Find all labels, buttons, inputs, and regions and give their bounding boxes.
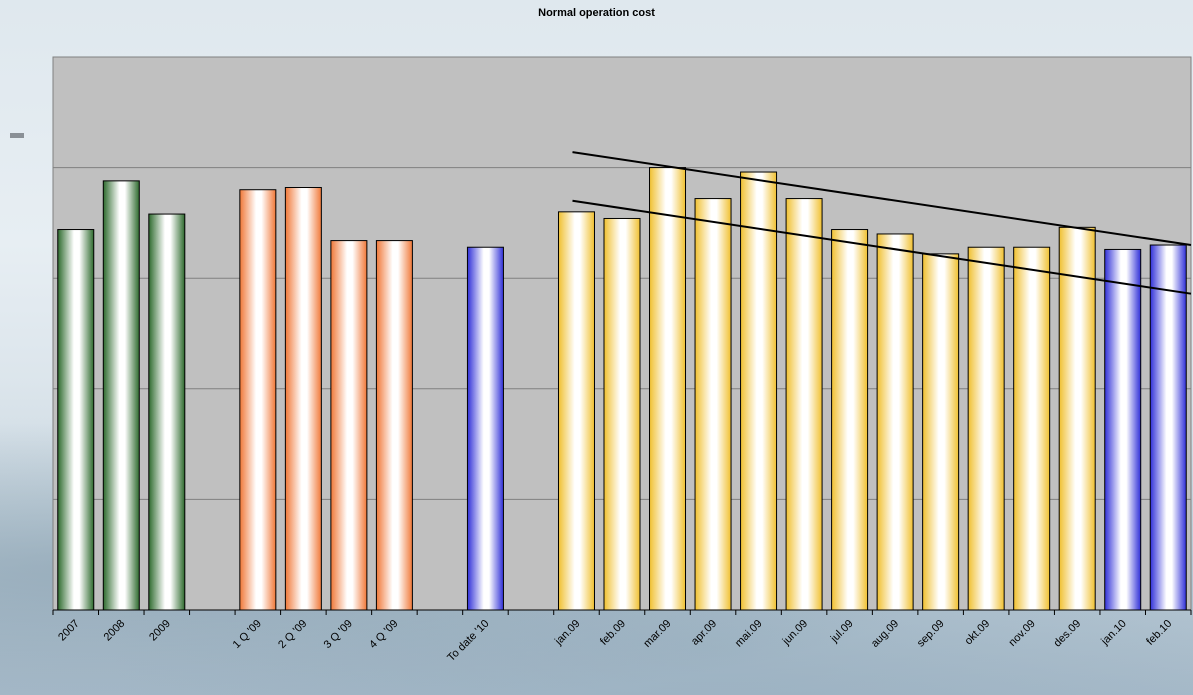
- trend-line-1: [572, 151, 1192, 247]
- x-tick-label: okt.09: [963, 618, 993, 648]
- x-tick-label: 2 Q '09: [276, 618, 309, 651]
- x-tick-label: 4 Q '09: [367, 618, 400, 651]
- bar-jan-10: [1104, 248, 1142, 611]
- bar-sep-09: [922, 253, 960, 611]
- legend-marker: [10, 133, 24, 138]
- x-tick-label: 2009: [147, 618, 173, 644]
- chart-title: Normal operation cost: [538, 7, 655, 19]
- bar-2007: [57, 229, 95, 611]
- x-tick-label: jan.10: [1098, 618, 1128, 648]
- bar-jul-09: [831, 229, 869, 611]
- bar-2-q-09: [284, 187, 322, 611]
- bar-feb-09: [603, 217, 641, 611]
- x-tick-label: aug.09: [869, 618, 901, 650]
- x-tick-label: mai.09: [733, 618, 765, 650]
- x-tick-label: 3 Q '09: [322, 618, 355, 651]
- bar-nov-09: [1013, 246, 1051, 611]
- x-tick-label: To date '10: [445, 618, 491, 664]
- bar-feb-10: [1149, 244, 1187, 611]
- bar-1-q-09: [239, 189, 277, 611]
- x-tick-label: 1 Q '09: [231, 618, 264, 651]
- bar-okt-09: [967, 246, 1005, 611]
- bar-2008: [102, 180, 140, 611]
- bar-des-09: [1058, 226, 1096, 611]
- x-tick-label: apr.09: [689, 618, 719, 648]
- x-tick-label: des.09: [1051, 618, 1083, 650]
- x-tick-label: sep.09: [915, 618, 947, 650]
- x-tick-label: feb.10: [1144, 618, 1174, 648]
- bar-jun-09: [785, 198, 823, 611]
- x-tick-label: mar.09: [641, 618, 673, 650]
- x-tick-label: 2008: [102, 618, 128, 644]
- bar-jan-09: [557, 211, 595, 611]
- x-tick-label: feb.09: [598, 618, 628, 648]
- bar-2009: [148, 213, 186, 611]
- bar-4-q-09: [375, 240, 413, 611]
- x-tick-label: 2007: [56, 618, 82, 644]
- x-tick-label: jan.09: [552, 618, 582, 648]
- bar-mai-09: [740, 171, 778, 611]
- x-tick-label: jul.09: [828, 618, 856, 646]
- bar-apr-09: [694, 198, 732, 611]
- bar-to-date-10: [466, 246, 504, 611]
- bar-mar-09: [649, 167, 687, 611]
- bar-aug-09: [876, 233, 914, 611]
- x-tick-label: jun.09: [780, 618, 810, 648]
- bar-3-q-09: [330, 240, 368, 611]
- trend-line-2: [572, 199, 1192, 295]
- x-tick-label: nov.09: [1007, 618, 1038, 649]
